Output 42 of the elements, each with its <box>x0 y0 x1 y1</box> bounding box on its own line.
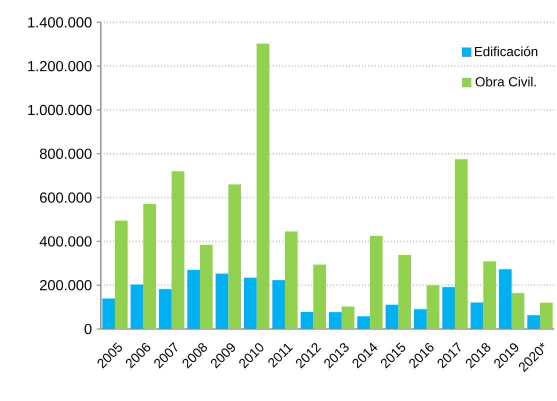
y-tick-label: 1.400.000 <box>28 17 92 28</box>
bar <box>512 293 524 329</box>
y-tick-label: 1.000.000 <box>28 104 92 116</box>
y-tick-label: 1.200.000 <box>28 60 92 72</box>
bar <box>540 302 553 329</box>
bar <box>328 312 342 329</box>
bar <box>216 274 228 329</box>
bar <box>200 244 213 329</box>
bar <box>414 309 427 329</box>
bar <box>158 289 172 329</box>
bar <box>313 264 326 329</box>
y-tick-label: 0 <box>84 324 92 334</box>
bar <box>187 270 200 329</box>
bar <box>102 298 115 329</box>
bar <box>357 316 370 329</box>
y-tick-label: 800.000 <box>40 148 92 159</box>
legend-label: Obra Civil. <box>476 76 536 86</box>
bar <box>483 261 496 329</box>
bar <box>498 269 512 329</box>
bar <box>272 280 285 329</box>
bar <box>454 159 468 329</box>
bar <box>284 232 298 329</box>
bar <box>114 220 128 329</box>
y-tick-label: 200.000 <box>40 280 92 290</box>
bar <box>244 278 257 329</box>
bar <box>370 236 383 329</box>
y-tick-label: 400.000 <box>40 236 92 247</box>
bar <box>172 171 184 329</box>
bar <box>426 285 440 329</box>
bar <box>256 44 270 329</box>
bar <box>470 302 484 329</box>
bar <box>398 254 411 329</box>
bar <box>300 312 314 329</box>
bar <box>143 204 156 329</box>
bar <box>442 287 455 329</box>
bar <box>386 304 398 329</box>
bar <box>228 184 241 329</box>
bar <box>130 284 144 329</box>
bar <box>342 306 354 329</box>
bar <box>527 315 540 329</box>
legend-label: Edificación <box>475 46 538 56</box>
y-tick-label: 600.000 <box>40 192 92 203</box>
